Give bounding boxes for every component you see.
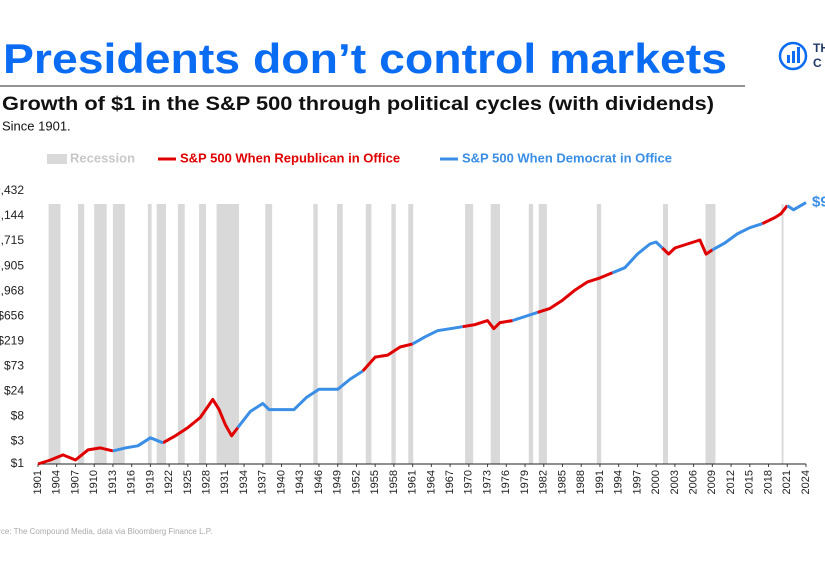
x-tick-label: 1985	[556, 470, 568, 494]
x-tick-label: 1955	[369, 470, 381, 494]
recession-bar	[528, 204, 534, 464]
x-tick-label: 1979	[519, 470, 531, 494]
x-tick-label: 1958	[388, 470, 400, 494]
recession-bar	[216, 204, 240, 464]
recession-bar	[596, 204, 602, 464]
x-tick-label: 1973	[481, 470, 493, 494]
logo-bar	[797, 47, 800, 63]
recession-bar	[337, 204, 343, 464]
x-tick-label: 1970	[463, 470, 475, 494]
legend-label: Recession	[70, 150, 135, 165]
x-tick-label: 1982	[538, 470, 550, 494]
x-tick-label: 1949	[332, 470, 344, 494]
chart-title: Presidents don’t control markets	[3, 35, 727, 82]
legend-swatch	[47, 154, 67, 164]
x-tick-label: 1994	[613, 470, 625, 494]
x-tick-label: 1940	[275, 470, 287, 494]
x-tick-label: 2000	[650, 470, 662, 494]
x-tick-label: 1997	[631, 470, 643, 494]
source-note: Source: The Compound Media, data via Blo…	[0, 527, 212, 536]
recession-bar	[781, 204, 784, 464]
x-tick-label: 1913	[107, 470, 119, 494]
x-tick-label: 2012	[725, 470, 737, 494]
recession-bar	[705, 204, 716, 464]
x-tick-label: 1901	[32, 470, 44, 494]
x-tick-label: 1934	[238, 470, 250, 494]
recession-bar	[538, 204, 547, 464]
y-tick-label: $17,715	[0, 233, 24, 247]
recession-bar	[490, 204, 501, 464]
x-tick-label: 1910	[88, 470, 100, 494]
logo-text: TH	[813, 41, 825, 55]
recession-bar	[663, 204, 669, 464]
x-tick-label: 1961	[407, 470, 419, 494]
y-tick-label: $656	[0, 308, 24, 322]
logo-text: C	[813, 56, 822, 70]
x-tick-label: 2024	[800, 470, 812, 494]
x-tick-label: 1922	[163, 470, 175, 494]
x-tick-label: 1952	[350, 470, 362, 494]
recession-bar	[77, 204, 85, 464]
series-line	[37, 204, 789, 466]
x-tick-label: 2021	[781, 470, 793, 494]
logo-bar	[787, 55, 790, 63]
logo-bar	[792, 51, 795, 63]
recession-bar	[391, 204, 396, 464]
x-tick-label: 1925	[182, 470, 194, 494]
y-tick-label: $1,968	[0, 283, 24, 297]
y-tick-label: $1	[11, 456, 25, 470]
x-tick-label: 1919	[144, 470, 156, 494]
x-tick-label: 2009	[706, 470, 718, 494]
x-tick-label: 1976	[500, 470, 512, 494]
recession-bar	[94, 204, 107, 464]
chart-note: Since 1901.	[2, 118, 71, 133]
x-tick-label: 1943	[294, 470, 306, 494]
x-tick-label: 2018	[762, 470, 774, 494]
recession-bar	[112, 204, 125, 464]
x-tick-label: 1916	[126, 470, 138, 494]
recession-bar	[156, 204, 166, 464]
x-tick-label: 2015	[744, 470, 756, 494]
chart-subtitle: Growth of $1 in the S&P 500 through poli…	[2, 94, 714, 115]
recession-bar	[147, 204, 152, 464]
recession-bar	[48, 204, 61, 464]
end-label: $9	[812, 194, 825, 211]
recession-bar	[313, 204, 318, 464]
x-tick-label: 1931	[219, 470, 231, 494]
y-tick-label: $159,432	[0, 183, 24, 197]
y-tick-label: $8	[11, 409, 25, 423]
x-tick-label: 2006	[688, 470, 700, 494]
x-tick-label: 1946	[313, 470, 325, 494]
recession-bar	[177, 204, 185, 464]
legend-label: S&P 500 When Democrat in Office	[462, 150, 672, 165]
x-tick-label: 1928	[200, 470, 212, 494]
recession-bar	[265, 204, 273, 464]
x-tick-label: 1937	[257, 470, 269, 494]
y-tick-label: $24	[4, 383, 24, 397]
y-tick-label: $53,144	[0, 208, 24, 222]
y-tick-label: $219	[0, 333, 24, 347]
y-tick-label: $73	[4, 358, 24, 372]
x-tick-label: 1991	[594, 470, 606, 494]
logo: TH C	[778, 41, 825, 71]
x-tick-label: 1988	[575, 470, 587, 494]
recession-bar	[365, 204, 372, 464]
x-tick-label: 2003	[669, 470, 681, 494]
x-tick-label: 1907	[69, 470, 81, 494]
legend-label: S&P 500 When Republican in Office	[180, 150, 400, 165]
recession-bar	[199, 204, 206, 464]
y-tick-label: $5,905	[0, 258, 24, 272]
y-tick-label: $3	[11, 434, 25, 448]
x-tick-label: 1904	[51, 470, 63, 494]
recession-bar	[408, 204, 414, 464]
recession-bar	[465, 204, 474, 464]
series-line	[112, 201, 807, 453]
x-tick-label: 1964	[425, 470, 437, 494]
x-tick-label: 1967	[444, 470, 456, 494]
logo-ring	[778, 41, 808, 71]
